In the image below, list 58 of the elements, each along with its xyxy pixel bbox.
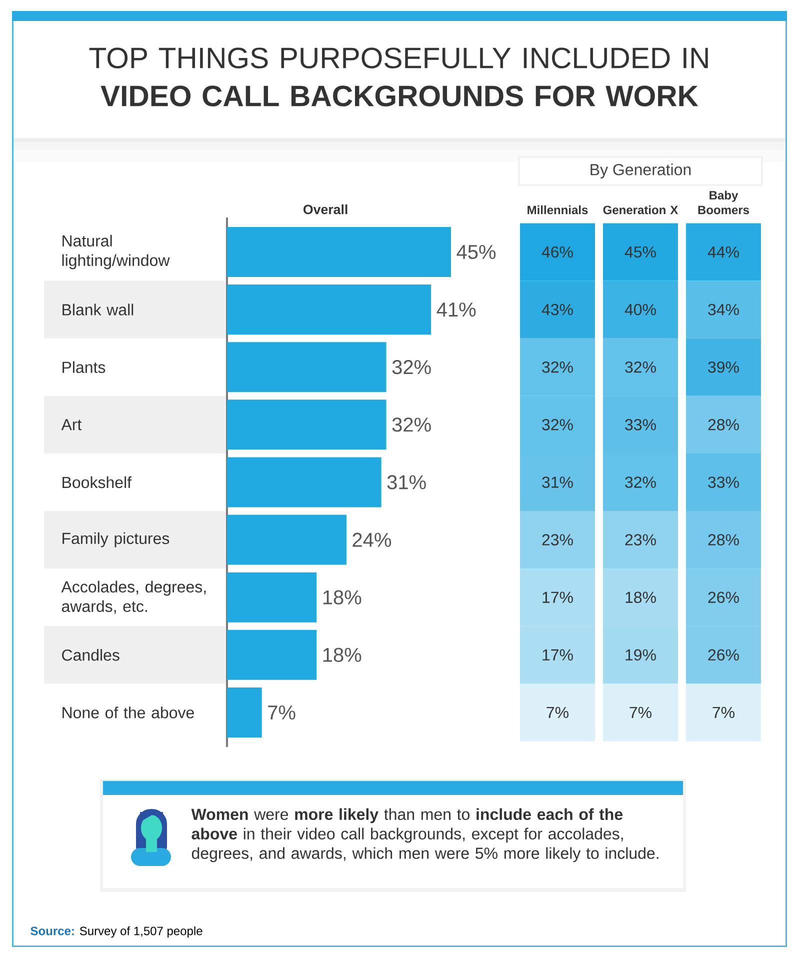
data-label: 26% bbox=[708, 649, 739, 661]
data-label: 45% bbox=[456, 244, 496, 260]
data-label: 34% bbox=[708, 304, 739, 316]
data-label: 26% bbox=[708, 592, 739, 604]
data-label: 7% bbox=[712, 706, 734, 718]
chart-title: TOP THINGS PURPOSEFULLY INCLUDED IN VIDEO CALL BACKGROUNDS FOR WORK bbox=[89, 48, 708, 106]
data-label: 39% bbox=[708, 361, 739, 373]
data-label: 32% bbox=[625, 476, 656, 488]
y-tick-label: Candles bbox=[62, 649, 120, 661]
y-tick-label: Bookshelf bbox=[62, 476, 132, 488]
data-label: 23% bbox=[625, 534, 656, 546]
data-label: 46% bbox=[542, 246, 573, 258]
data-label: 17% bbox=[542, 649, 573, 660]
data-label: 23% bbox=[542, 534, 573, 546]
data-label: 17% bbox=[542, 592, 573, 603]
data-label: 18% bbox=[323, 648, 362, 662]
y-tick-label: Family pictures bbox=[62, 532, 170, 548]
data-label: 45% bbox=[624, 246, 656, 258]
bar bbox=[226, 227, 451, 278]
data-label: 18% bbox=[626, 592, 656, 604]
x-tick-label: Millennials bbox=[528, 205, 588, 214]
bar bbox=[226, 342, 386, 392]
bar bbox=[226, 687, 262, 738]
data-label: 41% bbox=[436, 302, 476, 317]
data-label: 18% bbox=[323, 590, 362, 604]
data-label: 31% bbox=[387, 475, 426, 490]
data-label: 28% bbox=[708, 419, 739, 430]
data-label: 40% bbox=[624, 304, 656, 316]
x-axis-title: Overall bbox=[303, 204, 348, 214]
x-tick-label: Generation X bbox=[603, 205, 678, 214]
data-label: 28% bbox=[708, 534, 739, 546]
data-label: 43% bbox=[542, 304, 573, 316]
data-label: 31% bbox=[542, 476, 573, 488]
data-label: 32% bbox=[392, 360, 431, 374]
data-label: 32% bbox=[392, 418, 431, 432]
data-label: 24% bbox=[352, 532, 392, 547]
y-tick-label: Accolades, degrees, awards, etc. bbox=[61, 580, 206, 614]
bar bbox=[226, 572, 317, 622]
y-tick-label: Plants bbox=[62, 361, 106, 373]
y-tick-label: None of the above bbox=[62, 706, 194, 718]
data-label: 32% bbox=[542, 419, 573, 430]
chart-title: By Generation bbox=[590, 164, 691, 178]
x-tick-label: Baby Boomers bbox=[698, 190, 750, 214]
data-label: 33% bbox=[708, 476, 739, 488]
y-tick-label: Art bbox=[61, 419, 82, 430]
y-tick-label: Blank wall bbox=[62, 304, 134, 316]
text: Women were more likely than men to include each of the above in their video call backgrounds, except for accolades, degrees, and awards, which men were 5% more likely to include. bbox=[191, 808, 658, 862]
data-label: 33% bbox=[625, 419, 656, 430]
data-label: 7% bbox=[268, 705, 296, 720]
data-label: 32% bbox=[542, 361, 573, 373]
data-label: 44% bbox=[708, 246, 739, 258]
data-label: 7% bbox=[630, 706, 652, 718]
y-tick-label: Natural lighting/window bbox=[62, 234, 170, 270]
data-label: 7% bbox=[546, 706, 568, 718]
bar bbox=[226, 457, 382, 508]
text: Source: Survey of 1,507 people bbox=[30, 926, 202, 938]
data-label: 19% bbox=[626, 649, 656, 661]
data-label: 32% bbox=[625, 361, 656, 373]
